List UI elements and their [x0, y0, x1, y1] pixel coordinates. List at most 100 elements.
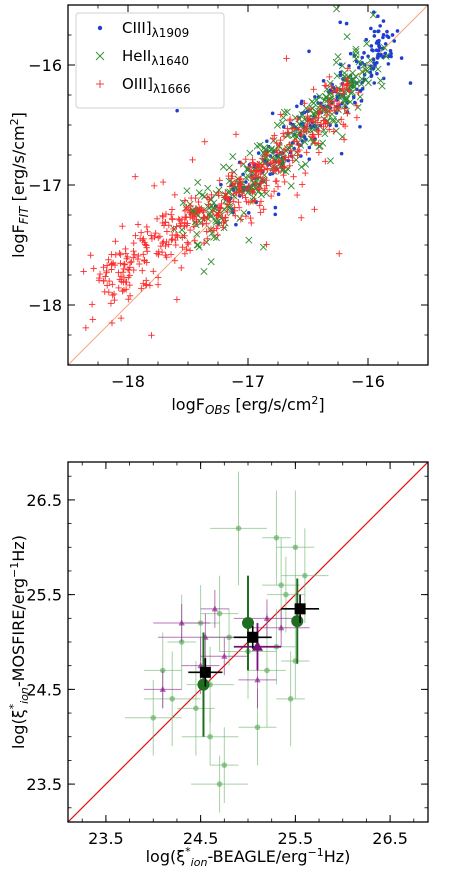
data-point	[217, 204, 224, 211]
data-point	[199, 220, 206, 228]
data-point	[162, 210, 170, 218]
data-point	[230, 190, 237, 198]
data-point	[270, 111, 275, 116]
data-point	[330, 128, 338, 135]
data-point	[295, 141, 302, 149]
data-point	[231, 207, 238, 214]
data-point	[389, 54, 393, 59]
data-point	[249, 188, 256, 195]
data-point	[176, 216, 183, 224]
data-point-small-green-circle	[200, 575, 239, 652]
marker	[291, 615, 304, 628]
data-point	[360, 61, 368, 69]
data-point-purple-triangle	[200, 637, 248, 676]
data-point	[277, 111, 284, 118]
data-point	[120, 265, 127, 273]
data-point	[215, 192, 222, 199]
data-point	[151, 233, 158, 241]
data-point	[195, 208, 203, 215]
data-point	[381, 19, 386, 23]
data-point	[148, 332, 155, 339]
data-point	[103, 267, 110, 275]
data-point-small-green-circle	[176, 660, 215, 756]
data-point	[125, 296, 132, 303]
marker	[283, 591, 289, 598]
data-point	[140, 251, 147, 258]
data-point	[302, 104, 310, 112]
data-point	[353, 114, 361, 121]
data-point	[369, 74, 374, 79]
data-point	[181, 232, 188, 239]
data-point	[335, 105, 342, 113]
data-point	[174, 233, 181, 241]
data-point	[333, 72, 341, 80]
data-point	[249, 189, 256, 196]
data-point	[245, 182, 253, 190]
data-point	[286, 162, 293, 169]
data-point	[200, 267, 208, 276]
data-point	[284, 125, 291, 132]
marker	[242, 617, 254, 630]
legend-marker-x	[95, 51, 105, 61]
data-point	[304, 112, 311, 120]
data-point	[251, 197, 258, 204]
data-point-large-green-circle	[291, 578, 304, 664]
data-point	[339, 151, 344, 156]
data-point	[307, 49, 311, 54]
data-point	[375, 56, 380, 60]
data-point	[248, 168, 255, 175]
data-point	[303, 149, 310, 156]
data-point	[301, 138, 309, 146]
data-point	[159, 178, 167, 186]
bottom-y-tick-label: 24.5	[26, 680, 62, 699]
data-point	[340, 86, 348, 93]
data-point	[329, 88, 337, 96]
legend-marker-dot	[97, 25, 103, 31]
data-point	[175, 108, 179, 113]
data-point	[229, 153, 237, 161]
data-point-purple-triangle-large	[233, 623, 282, 671]
data-point	[358, 75, 366, 83]
data-point	[103, 262, 111, 269]
data-point	[335, 99, 343, 107]
data-point	[119, 269, 127, 276]
data-point	[301, 116, 309, 124]
data-point	[191, 213, 198, 220]
data-point	[218, 200, 225, 208]
data-point	[354, 103, 362, 111]
data-point-small-green-circle	[124, 679, 182, 756]
data-point	[100, 277, 107, 284]
data-point	[192, 205, 200, 212]
data-point	[339, 85, 346, 92]
data-point	[207, 258, 215, 266]
data-point	[246, 211, 251, 215]
data-point	[143, 259, 150, 266]
data-point	[153, 215, 161, 223]
data-point	[273, 121, 281, 129]
data-point	[237, 175, 245, 183]
data-point	[237, 160, 245, 167]
data-point	[390, 33, 395, 37]
data-point	[293, 191, 301, 199]
data-point	[186, 247, 194, 254]
data-point	[235, 199, 242, 206]
data-point	[96, 274, 103, 282]
data-point	[302, 169, 309, 177]
bottom-y-tick-label: 25.5	[26, 586, 62, 605]
data-point	[208, 202, 216, 210]
data-point	[287, 182, 295, 190]
data-point	[126, 281, 133, 289]
series-purple-triangle	[143, 589, 310, 709]
data-point	[263, 241, 270, 248]
data-point	[323, 111, 331, 119]
data-point	[359, 68, 367, 76]
data-point	[154, 274, 162, 281]
marker	[199, 666, 211, 678]
data-point	[147, 232, 155, 239]
data-point	[249, 194, 257, 202]
data-point	[380, 43, 388, 52]
data-point	[121, 261, 129, 268]
marker	[150, 714, 157, 721]
data-point	[249, 174, 256, 182]
data-point	[269, 157, 277, 165]
